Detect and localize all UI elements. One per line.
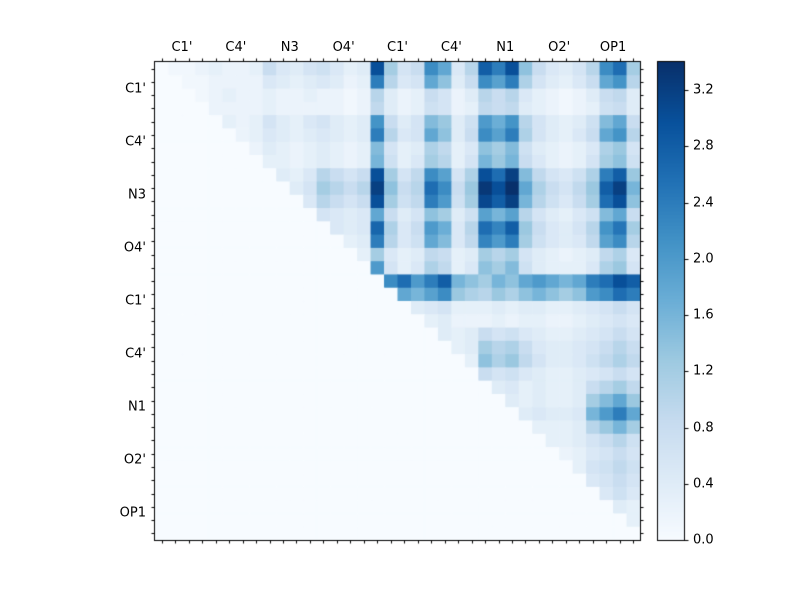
x-tick-label: O4' xyxy=(332,40,355,55)
x-tick-label: C1' xyxy=(387,40,408,55)
x-tick-label: C4' xyxy=(225,40,247,55)
colorbar-tick-label: 0.8 xyxy=(693,420,714,436)
y-tick-label: C4' xyxy=(125,346,146,362)
x-tick-label: C1' xyxy=(171,40,193,55)
y-tick-label: O2' xyxy=(123,452,146,468)
x-tick-label: N1 xyxy=(496,40,515,55)
x-tick-label: OP1 xyxy=(599,40,627,55)
colorbar-tick-label: 3.2 xyxy=(693,82,714,98)
colorbar-tick-label: 2.8 xyxy=(693,138,714,154)
x-tick-label: N3 xyxy=(280,40,299,55)
colorbar-tick-label: 1.6 xyxy=(693,307,714,323)
colorbar-tick-label: 0.4 xyxy=(693,476,714,492)
colorbar-tick-label: 2.0 xyxy=(693,251,714,267)
y-tick-label: OP1 xyxy=(119,505,146,521)
colorbar-tick-label: 1.2 xyxy=(693,363,714,379)
x-tick-label: C4' xyxy=(440,40,462,55)
colorbar-tick-label: 0.0 xyxy=(693,532,714,548)
x-tick-label: O2' xyxy=(548,40,571,55)
y-tick-label: N1 xyxy=(128,399,146,415)
y-tick-label: N3 xyxy=(128,187,146,203)
y-tick-label: C1' xyxy=(125,81,146,97)
y-tick-label: O4' xyxy=(123,240,146,256)
colorbar-tick-label: 2.4 xyxy=(693,195,714,211)
y-tick-label: C1' xyxy=(125,293,146,309)
y-tick-label: C4' xyxy=(125,134,146,150)
